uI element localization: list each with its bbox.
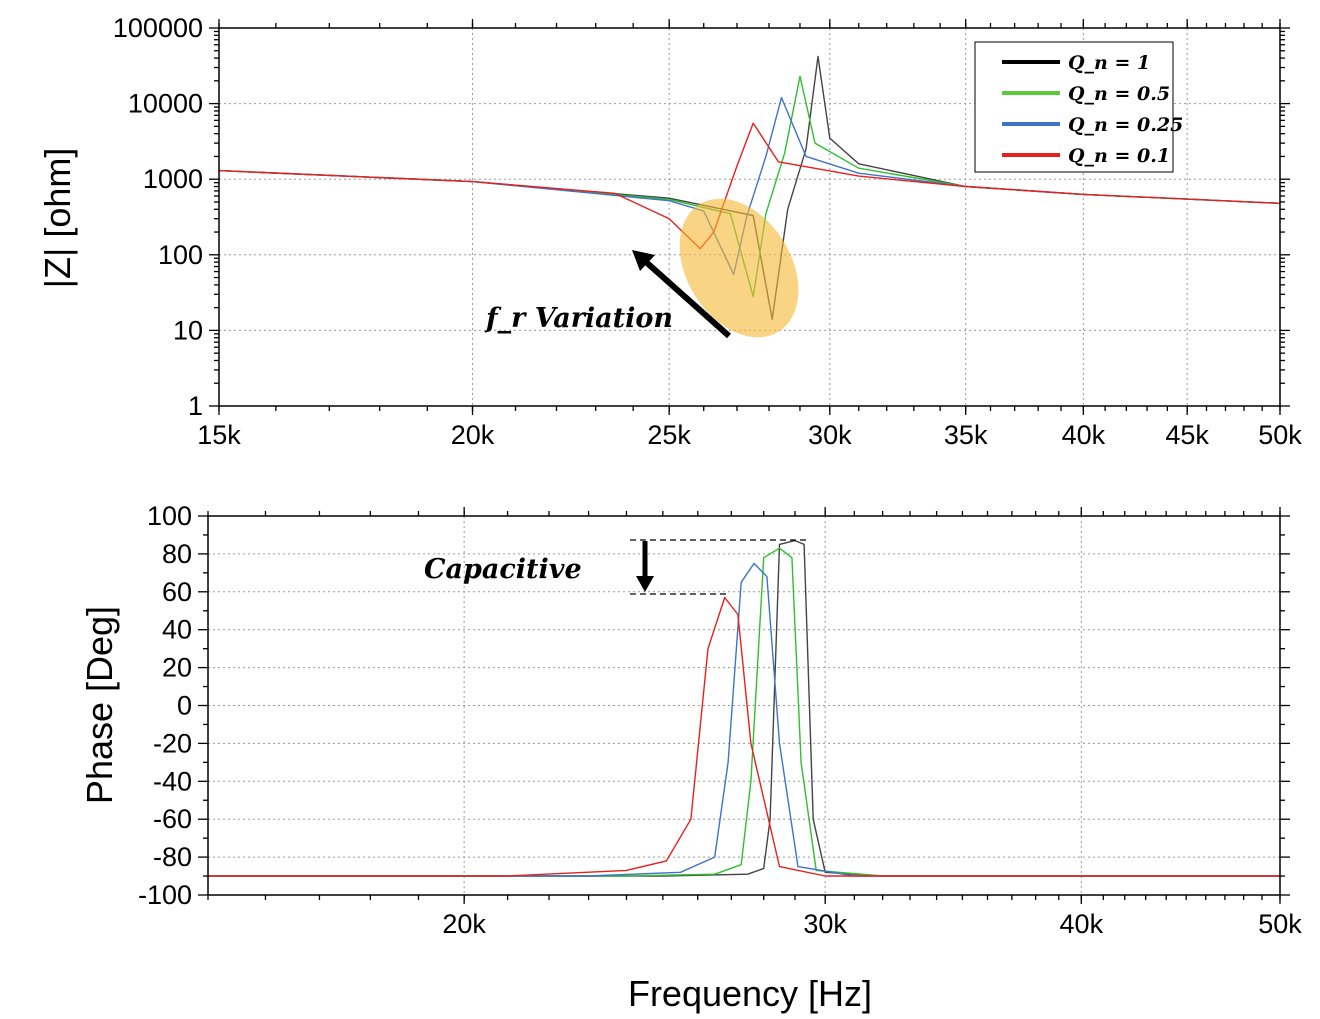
capacitive-annotation: Capacitive xyxy=(424,554,582,585)
y-tick-label: 10 xyxy=(173,315,203,345)
impedance-series xyxy=(219,55,1280,321)
fr-variation-annotation: f_r Variation xyxy=(484,303,673,334)
y-tick-label: -20 xyxy=(153,728,192,758)
legend-label: Q_n = 0.5 xyxy=(1068,83,1170,105)
x-tick-label: 50k xyxy=(1258,909,1302,939)
phase-ticks xyxy=(198,507,1290,904)
x-tick-label: 25k xyxy=(647,420,691,450)
y-tick-label: 10000 xyxy=(128,89,203,119)
y-tick-label: -40 xyxy=(153,766,192,796)
x-tick-label: 50k xyxy=(1258,420,1302,450)
y-tick-label: 100 xyxy=(158,240,203,270)
y-tick-label: 40 xyxy=(162,615,192,645)
y-tick-label: -60 xyxy=(153,804,192,834)
legend: Q_n = 1 Q_n = 0.5 Q_n = 0.25 Q_n = 0.1 xyxy=(974,41,1183,173)
legend-label: Q_n = 0.25 xyxy=(1068,114,1183,136)
fr-variation-arrow-line xyxy=(644,259,731,339)
phase-y-tick-labels: -100 -80 -60 -40 -20 0 20 40 60 80 100 xyxy=(138,501,192,910)
impedance-y-axis-title: |Z| [ohm] xyxy=(37,148,78,289)
x-tick-label: 15k xyxy=(197,420,241,450)
y-tick-label: -100 xyxy=(138,880,192,910)
series-line-2 xyxy=(208,562,1280,877)
impedance-x-tick-labels: 15k 20k 25k 30k 35k 40k 45k 50k xyxy=(197,420,1302,450)
x-tick-label: 35k xyxy=(944,420,988,450)
y-tick-label: 100 xyxy=(147,501,192,531)
x-tick-label: 30k xyxy=(808,420,852,450)
x-tick-label: 40k xyxy=(1062,420,1106,450)
y-tick-label: 0 xyxy=(177,691,192,721)
phase-chart: 20k 30k 40k 50k -100 -80 -60 -40 -20 0 20 40 60 80 10… xyxy=(79,501,1302,1014)
frequency-x-axis-title: Frequency [Hz] xyxy=(628,973,872,1014)
impedance-ticks xyxy=(209,19,1290,415)
resonance-highlight-ellipse xyxy=(679,198,799,338)
x-tick-label: 20k xyxy=(442,909,486,939)
x-tick-label: 45k xyxy=(1165,420,1209,450)
y-tick-label: -80 xyxy=(153,842,192,872)
series-line-1 xyxy=(208,547,1280,877)
impedance-plot-frame xyxy=(218,27,1281,407)
x-tick-label: 30k xyxy=(803,909,847,939)
x-tick-label: 40k xyxy=(1060,909,1104,939)
fr-variation-arrow-head xyxy=(632,250,655,271)
y-tick-label: 100000 xyxy=(113,13,203,43)
y-tick-label: 20 xyxy=(162,653,192,683)
y-tick-label: 80 xyxy=(162,539,192,569)
phase-x-tick-labels: 20k 30k 40k 50k xyxy=(442,909,1302,939)
series-line-3 xyxy=(208,596,1280,877)
series-line-3 xyxy=(219,122,1280,250)
capacitive-arrow-head xyxy=(636,576,654,592)
y-tick-label: 1 xyxy=(188,391,203,421)
phase-y-axis-title: Phase [Deg] xyxy=(79,606,120,804)
y-tick-label: 60 xyxy=(162,577,192,607)
x-tick-label: 20k xyxy=(451,420,495,450)
series-line-0 xyxy=(208,539,1280,877)
phase-plot-frame xyxy=(207,515,1281,896)
legend-label: Q_n = 1 xyxy=(1068,52,1150,74)
impedance-y-tick-labels: 1 10 100 1000 10000 100000 xyxy=(113,13,203,421)
impedance-chart: 15k 20k 25k 30k 35k 40k 45k 50k 1 10 100 1000 10000… xyxy=(37,13,1302,450)
legend-label: Q_n = 0.1 xyxy=(1068,145,1170,167)
y-tick-label: 1000 xyxy=(143,164,203,194)
phase-series xyxy=(208,539,1280,877)
